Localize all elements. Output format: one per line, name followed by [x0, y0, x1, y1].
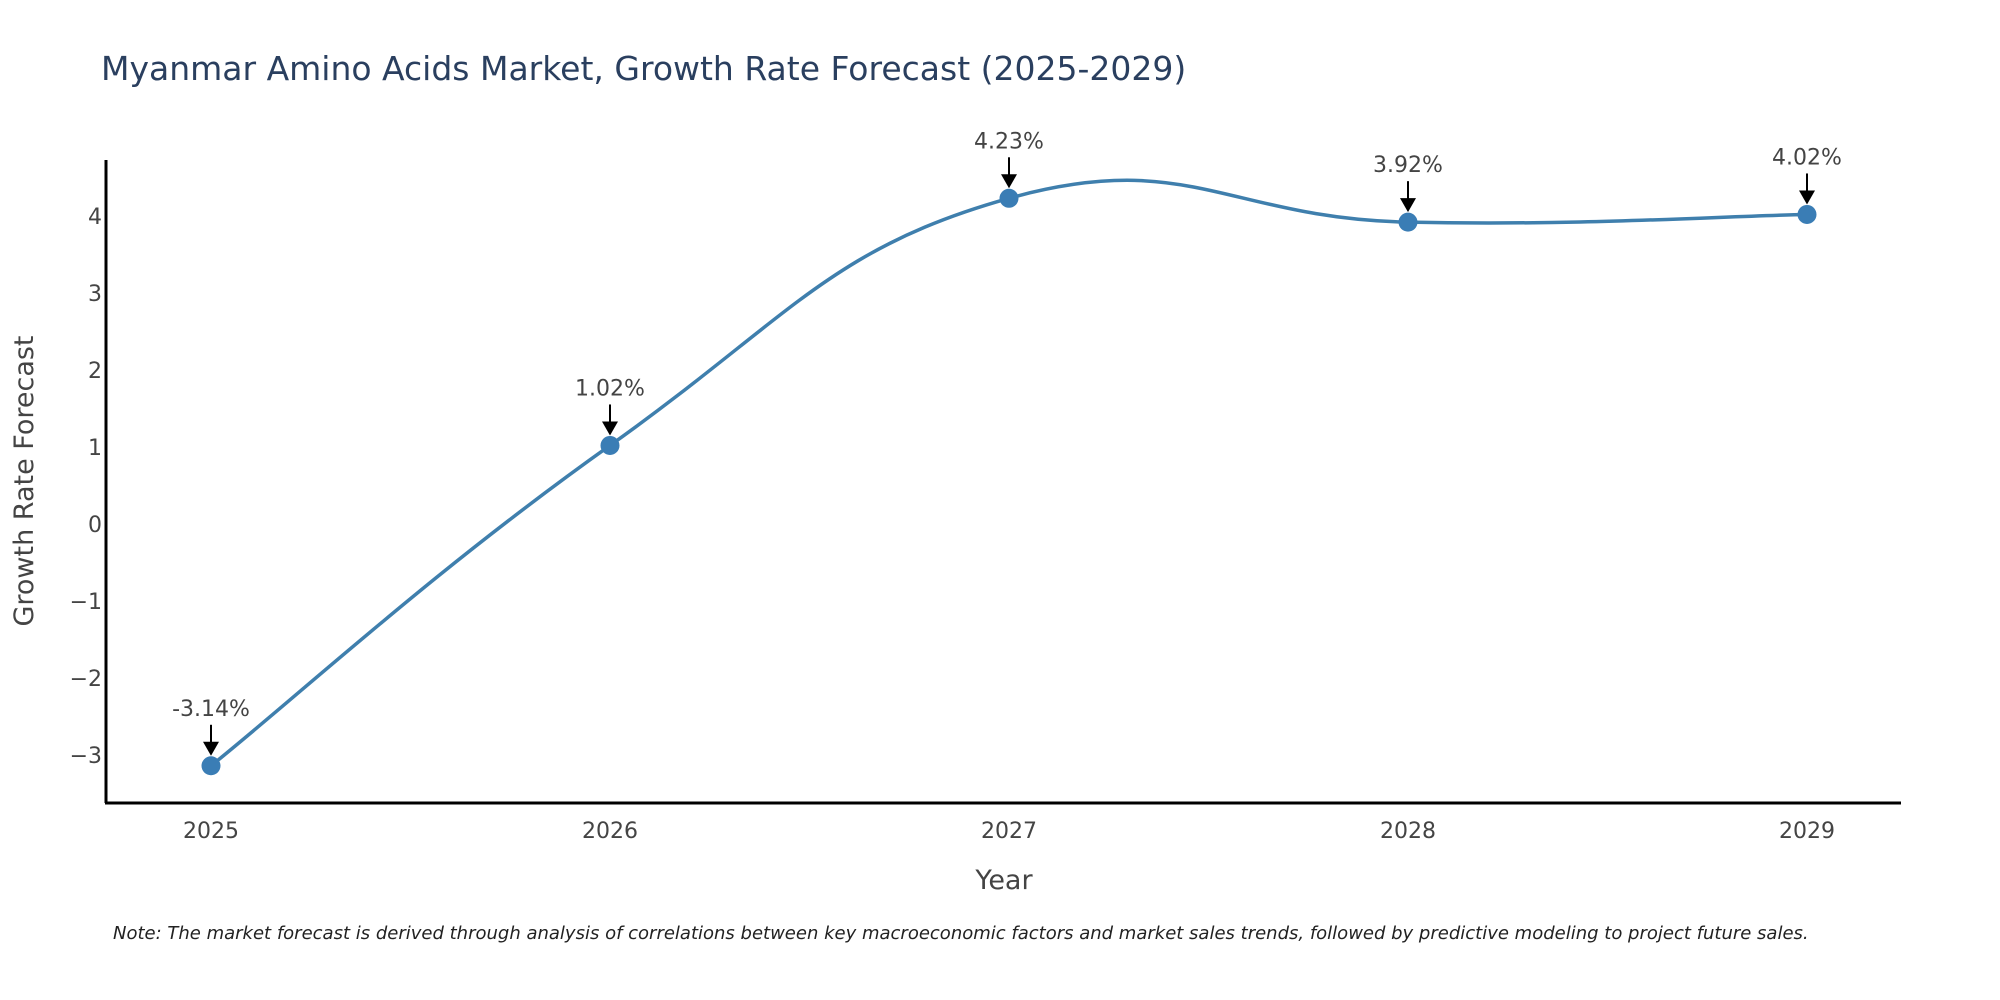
y-tick-label: 1	[88, 436, 102, 461]
annotation-arrowhead	[1799, 190, 1815, 205]
y-tick-label: 0	[88, 513, 102, 538]
x-axis-title: Year	[974, 865, 1033, 896]
annotation-arrowhead	[1400, 198, 1416, 213]
annotation-arrowhead	[602, 421, 618, 436]
growth-rate-line	[209, 178, 1808, 768]
data-point	[1797, 204, 1817, 224]
y-tick-label: −2	[70, 667, 102, 692]
data-point	[600, 435, 620, 455]
y-axis-ticks: −3 −2 −1 0 1 2 3 4	[70, 205, 102, 769]
data-label: 3.92%	[1373, 153, 1443, 178]
data-annotations: -3.14% 1.02% 4.23% 3.92% 4.02%	[172, 129, 1842, 756]
y-tick-label: 2	[88, 359, 102, 384]
data-point-markers	[201, 188, 1817, 776]
chart-title: Myanmar Amino Acids Market, Growth Rate …	[101, 49, 1186, 88]
x-tick-label: 2027	[981, 819, 1037, 844]
data-label: 4.02%	[1772, 145, 1842, 170]
y-tick-label: −1	[70, 590, 102, 615]
data-label: -3.14%	[172, 697, 250, 722]
y-tick-label: 3	[88, 282, 102, 307]
data-point	[201, 756, 221, 776]
data-label: 4.23%	[974, 129, 1044, 154]
y-axis-title: Growth Rate Forecast	[9, 335, 40, 626]
annotation-arrowhead	[1001, 174, 1017, 189]
data-label: 1.02%	[575, 376, 645, 401]
data-point	[1398, 212, 1418, 232]
y-tick-label: −3	[70, 744, 102, 769]
x-tick-label: 2026	[582, 819, 638, 844]
x-axis-ticks: 2025 2026 2027 2028 2029	[183, 819, 1835, 844]
footnote: Note: The market forecast is derived thr…	[113, 923, 1809, 944]
annotation-arrowhead	[203, 741, 219, 756]
x-tick-label: 2025	[183, 819, 239, 844]
y-tick-label: 4	[88, 205, 102, 230]
data-point	[999, 188, 1019, 208]
x-tick-label: 2028	[1380, 819, 1436, 844]
x-tick-label: 2029	[1779, 819, 1835, 844]
